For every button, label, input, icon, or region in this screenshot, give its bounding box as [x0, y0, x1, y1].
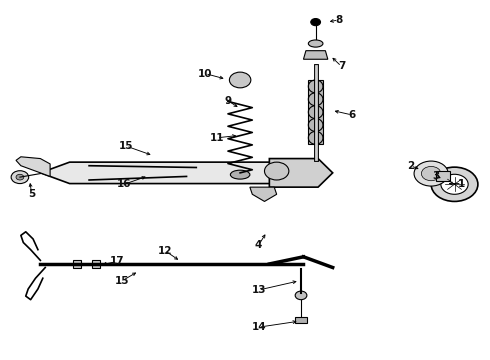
Bar — [73, 260, 81, 268]
Text: 14: 14 — [251, 322, 266, 332]
Text: 4: 4 — [255, 240, 262, 250]
Text: 6: 6 — [348, 110, 356, 120]
Text: 8: 8 — [335, 15, 342, 25]
Text: 11: 11 — [210, 133, 224, 143]
Bar — [436, 171, 450, 181]
Circle shape — [311, 18, 320, 26]
Polygon shape — [16, 157, 50, 176]
Polygon shape — [295, 317, 307, 323]
Circle shape — [11, 171, 29, 184]
Circle shape — [229, 72, 251, 88]
Circle shape — [265, 162, 289, 180]
Polygon shape — [40, 162, 294, 184]
Circle shape — [16, 174, 24, 180]
Circle shape — [414, 161, 448, 186]
Text: 9: 9 — [224, 96, 231, 106]
Text: 5: 5 — [28, 189, 35, 199]
Polygon shape — [303, 51, 328, 59]
Text: 10: 10 — [198, 68, 212, 78]
Text: 3: 3 — [432, 171, 440, 181]
Circle shape — [421, 166, 441, 181]
Text: 15: 15 — [119, 141, 133, 151]
Polygon shape — [270, 158, 333, 187]
Polygon shape — [250, 187, 277, 202]
Text: 1: 1 — [458, 179, 466, 189]
Text: 15: 15 — [115, 276, 129, 286]
Text: 2: 2 — [407, 161, 414, 171]
Text: 13: 13 — [251, 285, 266, 295]
Ellipse shape — [308, 40, 323, 47]
Text: 16: 16 — [117, 179, 131, 189]
Text: 7: 7 — [338, 62, 345, 71]
Ellipse shape — [230, 170, 250, 179]
Circle shape — [295, 291, 307, 300]
Text: 17: 17 — [110, 256, 124, 266]
Text: 12: 12 — [158, 246, 172, 256]
Bar — [308, 80, 323, 144]
Circle shape — [441, 174, 468, 194]
Circle shape — [431, 167, 478, 202]
Bar — [93, 260, 100, 268]
